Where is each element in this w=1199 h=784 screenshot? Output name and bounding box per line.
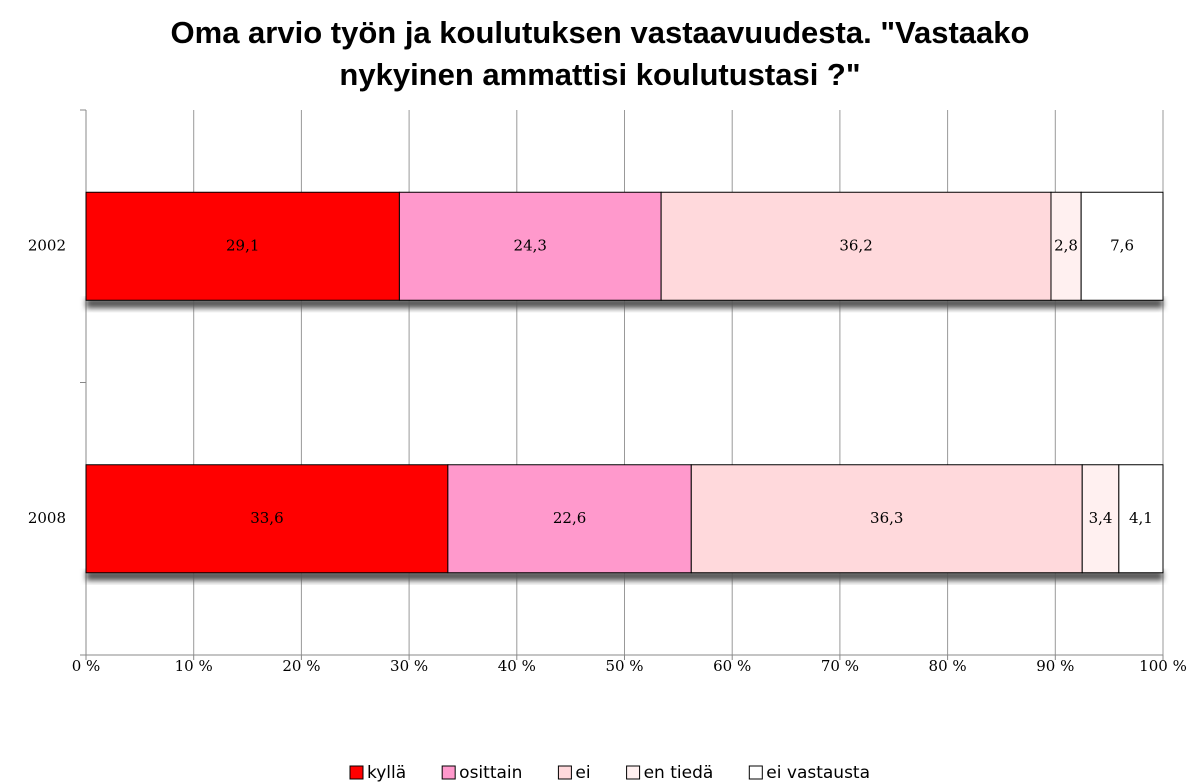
chart-title: Oma arvio työn ja koulutuksen vastaavuud…: [170, 15, 1030, 92]
legend-label: osittain: [459, 763, 522, 783]
legend-label: kyllä: [367, 763, 406, 783]
legend-swatch: [748, 765, 763, 780]
x-tick-label: 70 %: [821, 657, 859, 675]
x-tick-label: 10 %: [175, 657, 213, 675]
value-label: 2,8: [1054, 236, 1078, 254]
x-tick-label: 0 %: [72, 657, 101, 675]
x-tick-label: 50 %: [605, 657, 643, 675]
legend-swatch: [349, 765, 364, 780]
legend-swatch: [557, 765, 572, 780]
bar-segment: [85, 191, 400, 301]
value-label: 7,6: [1110, 236, 1134, 254]
x-tick-label: 80 %: [929, 657, 967, 675]
x-tick-label: 90 %: [1036, 657, 1074, 675]
value-label: 22,6: [553, 509, 586, 527]
y-tick-label: 2002: [28, 236, 66, 254]
bar-segment: [85, 464, 449, 574]
value-label: 24,3: [514, 236, 547, 254]
value-label: 29,1: [226, 236, 259, 254]
bar-segment: [447, 464, 692, 574]
bar-segment: [1081, 464, 1120, 574]
value-label: 36,2: [839, 236, 872, 254]
bar-segment: [398, 191, 662, 301]
x-tick-label: 100 %: [1139, 657, 1187, 675]
legend-label: en tiedä: [644, 763, 714, 783]
x-tick-label: 60 %: [713, 657, 751, 675]
legend-label: ei vastausta: [766, 763, 870, 783]
y-tick-label: 2008: [28, 509, 66, 527]
bar-segment: [1118, 464, 1164, 574]
x-tick-label: 20 %: [282, 657, 320, 675]
bar-segment: [1050, 191, 1082, 301]
bar-segment: [1080, 191, 1164, 301]
bar-segment: [690, 464, 1083, 574]
value-label: 4,1: [1129, 509, 1153, 527]
x-tick-label: 30 %: [390, 657, 428, 675]
legend-swatch: [441, 765, 456, 780]
value-label: 33,6: [250, 509, 283, 527]
bar-shadow: [86, 570, 1163, 581]
bar-segment: [660, 191, 1052, 301]
legend-label: ei: [575, 763, 590, 783]
value-label: 36,3: [870, 509, 903, 527]
legend-swatch: [626, 765, 641, 780]
value-label: 3,4: [1089, 509, 1113, 527]
x-tick-label: 40 %: [498, 657, 536, 675]
bar-shadow: [86, 298, 1163, 309]
